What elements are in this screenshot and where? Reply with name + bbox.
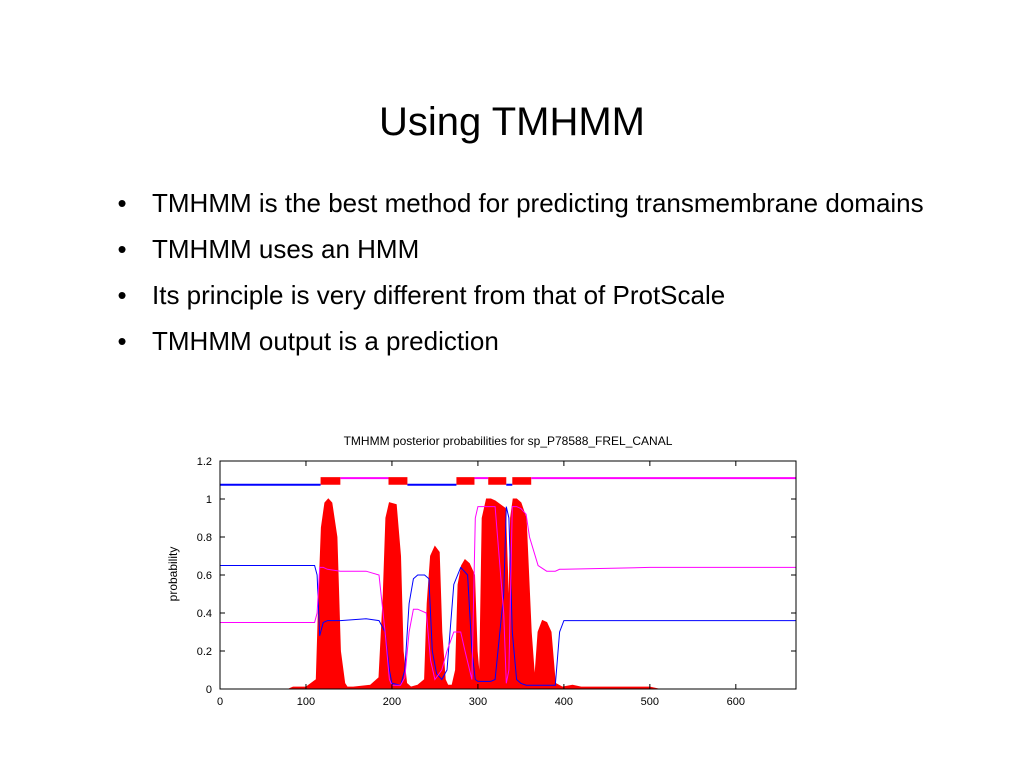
bullet-text: TMHMM is the best method for predicting …: [152, 188, 924, 218]
y-tick-label: 0: [206, 684, 212, 696]
y-tick-label: 0.8: [197, 532, 212, 544]
bullet-text: TMHMM uses an HMM: [152, 234, 420, 264]
topology-transmembrane-segment: [320, 477, 341, 485]
topology-transmembrane-segment: [488, 477, 507, 485]
inside-probability-line: [220, 506, 796, 686]
y-tick-label: 1: [206, 494, 212, 506]
x-tick-label: 200: [383, 696, 401, 708]
bullet-item: • TMHMM output is a prediction: [112, 322, 932, 360]
chart-svg: TMHMM posterior probabilities for sp_P78…: [166, 434, 797, 708]
bullet-glyph: •: [117, 326, 127, 356]
bullet-text: TMHMM output is a prediction: [152, 326, 499, 356]
topology-transmembrane-segment: [512, 477, 532, 485]
plot-area: 0 100 200 300 400 500 600 0 0.2 0.4 0.6 0.8 1 1.2: [197, 456, 797, 708]
y-tick-label: 1.2: [197, 456, 212, 468]
tmhmm-chart: TMHMM posterior probabilities for sp_P78…: [160, 428, 810, 718]
bullet-item: • TMHMM is the best method for predictin…: [112, 184, 932, 222]
y-tick-label: 0.2: [197, 646, 212, 658]
y-axis-label: probability: [166, 547, 180, 602]
x-tick-label: 500: [641, 696, 659, 708]
y-tick-label: 0.6: [197, 570, 212, 582]
x-tick-label: 400: [555, 696, 573, 708]
topology-transmembrane-segment: [456, 477, 475, 485]
x-tick-label: 600: [727, 696, 745, 708]
x-tick-label: 300: [469, 696, 487, 708]
bullet-item: • TMHMM uses an HMM: [112, 230, 932, 268]
outside-probability-line: [220, 506, 796, 686]
chart-title: TMHMM posterior probabilities for sp_P78…: [344, 434, 673, 448]
x-tick-label: 0: [217, 696, 223, 708]
bullet-list: • TMHMM is the best method for predictin…: [112, 184, 932, 368]
x-tick-label: 100: [297, 696, 315, 708]
transmembrane-probability-area: [220, 498, 796, 690]
bullet-text: Its principle is very different from tha…: [152, 280, 726, 310]
bullet-item: • Its principle is very different from t…: [112, 276, 932, 314]
bullet-glyph: •: [117, 188, 127, 218]
bullet-glyph: •: [117, 234, 127, 264]
slide-title: Using TMHMM: [379, 100, 645, 144]
topology-transmembrane-segment: [388, 477, 408, 485]
bullet-glyph: •: [117, 280, 127, 310]
y-tick-label: 0.4: [197, 608, 212, 620]
